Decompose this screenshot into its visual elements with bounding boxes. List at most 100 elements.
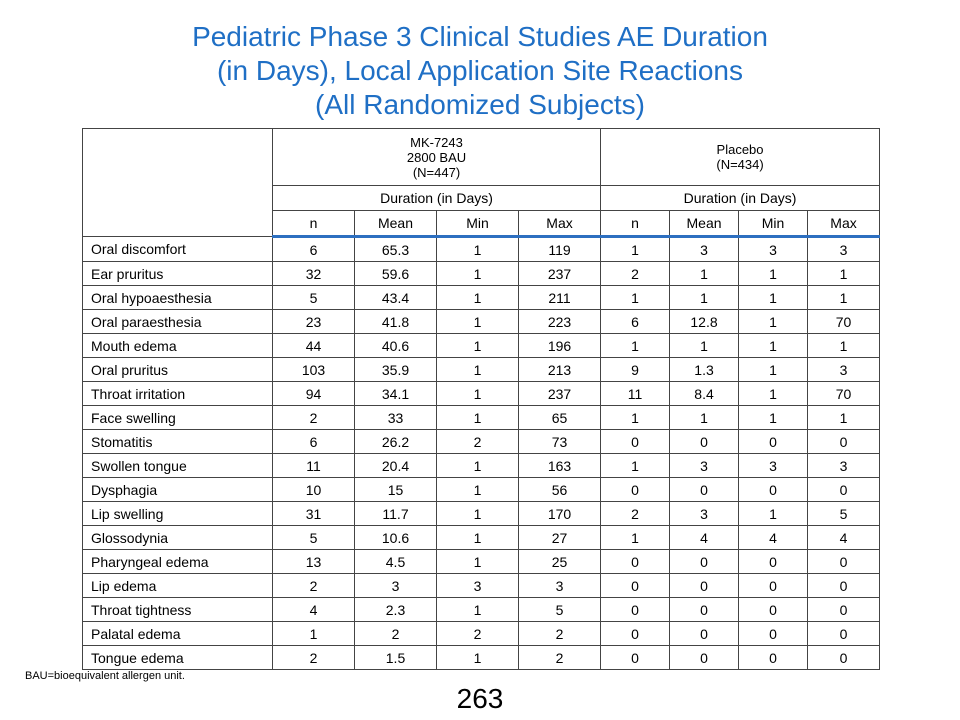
column-header: Max xyxy=(517,210,602,238)
table-cell: 1 xyxy=(669,285,740,310)
table-cell: 2 xyxy=(436,429,519,454)
table-cell: 0 xyxy=(738,429,809,454)
table-cell: 1 xyxy=(600,453,671,478)
group-header-line: (N=434) xyxy=(716,157,764,172)
table-cell: 0 xyxy=(600,549,671,574)
table-cell: 0 xyxy=(669,621,740,646)
table-cell: 119 xyxy=(517,236,602,262)
table-cell: 1 xyxy=(738,405,809,430)
table-row: Glossodynia 5 10.6 1 27 1 4 4 4 xyxy=(82,525,881,550)
table-cell: 26.2 xyxy=(354,429,437,454)
column-header: Mean xyxy=(354,210,437,238)
table-cell: 0 xyxy=(600,597,671,622)
group-header-line: (N=447) xyxy=(412,164,461,180)
table-cell: 1 xyxy=(738,357,809,382)
table-cell: 1 xyxy=(738,285,809,310)
table-cell: 1 xyxy=(436,333,519,358)
table-cell: 3 xyxy=(669,501,740,526)
table-cell: 1 xyxy=(436,501,519,526)
column-header: Max xyxy=(807,210,881,238)
column-header: Min xyxy=(436,210,519,238)
table-cell: 2 xyxy=(600,501,671,526)
table-row: Swollen tongue 11 20.4 1 163 1 3 3 3 xyxy=(82,453,881,478)
table-cell: 4.5 xyxy=(354,549,437,574)
table-cell: 1 xyxy=(738,501,809,526)
table-cell: 10.6 xyxy=(354,525,437,550)
table-cell: 4 xyxy=(807,525,881,550)
table-row: Dysphagia 10 15 1 56 0 0 0 0 xyxy=(82,477,881,502)
table-cell: 1 xyxy=(436,309,519,334)
table-cell: 237 xyxy=(517,261,602,286)
table-cell: 4 xyxy=(738,525,809,550)
table-cell: 12.8 xyxy=(669,309,740,334)
table-row: Oral paraesthesia 23 41.8 1 223 6 12.8 1 70 xyxy=(82,309,881,334)
table-cell: 9 xyxy=(600,357,671,382)
table-cell: 2 xyxy=(600,261,671,286)
table-cell: 34.1 xyxy=(354,381,437,406)
table-cell: 0 xyxy=(807,573,881,598)
table-cell: 33 xyxy=(354,405,437,430)
table-cell: 0 xyxy=(600,429,671,454)
row-label: Dysphagia xyxy=(82,477,273,502)
table-cell: 3 xyxy=(669,236,740,262)
table-cell: 65.3 xyxy=(354,236,437,262)
table-cell: 11 xyxy=(600,381,671,406)
table-cell: 0 xyxy=(807,429,881,454)
table-cell: 2 xyxy=(272,645,355,670)
table-cell: 1 xyxy=(436,597,519,622)
row-label-header xyxy=(82,128,273,237)
table-cell: 1 xyxy=(600,236,671,262)
table-cell: 1 xyxy=(738,261,809,286)
table-cell: 1 xyxy=(600,285,671,310)
table-row: Oral discomfort 6 65.3 1 119 1 3 3 3 xyxy=(82,236,881,262)
table-cell: 0 xyxy=(600,573,671,598)
table-cell: 56 xyxy=(517,477,602,502)
table-cell: 170 xyxy=(517,501,602,526)
table-cell: 103 xyxy=(272,357,355,382)
table-cell: 13 xyxy=(272,549,355,574)
table-cell: 1 xyxy=(807,261,881,286)
title-line-1: Pediatric Phase 3 Clinical Studies AE Du… xyxy=(192,21,768,52)
table-row: Throat irritation 94 34.1 1 237 11 8.4 1 70 xyxy=(82,381,881,406)
table-cell: 1 xyxy=(738,309,809,334)
footnote: BAU=bioequivalent allergen unit. xyxy=(25,670,185,682)
row-label: Tongue edema xyxy=(82,645,273,670)
table-cell: 40.6 xyxy=(354,333,437,358)
column-header: Mean xyxy=(669,210,740,238)
table-cell: 1 xyxy=(436,357,519,382)
row-label: Swollen tongue xyxy=(82,453,273,478)
table-cell: 3 xyxy=(517,573,602,598)
table-row: Tongue edema 2 1.5 1 2 0 0 0 0 xyxy=(82,645,881,670)
table-cell: 0 xyxy=(807,477,881,502)
table-cell: 5 xyxy=(807,501,881,526)
table-cell: 0 xyxy=(669,477,740,502)
table-cell: 1 xyxy=(436,261,519,286)
table-cell: 237 xyxy=(517,381,602,406)
table-cell: 0 xyxy=(738,621,809,646)
subheader-row: n Mean Min Max n Mean Min Max xyxy=(83,210,881,238)
table-cell: 2 xyxy=(517,645,602,670)
table-cell: 1 xyxy=(807,285,881,310)
table-cell: 70 xyxy=(807,381,881,406)
table-cell: 6 xyxy=(272,429,355,454)
group-header-mk7243: MK-7243 2800 BAU (N=447) xyxy=(271,128,602,186)
table-cell: 3 xyxy=(807,236,881,262)
table-cell: 11 xyxy=(272,453,355,478)
table-cell: 0 xyxy=(669,597,740,622)
table-cell: 3 xyxy=(807,453,881,478)
table-cell: 2.3 xyxy=(354,597,437,622)
table-cell: 2 xyxy=(517,621,602,646)
table-cell: 2 xyxy=(272,405,355,430)
column-header: n xyxy=(600,210,671,238)
table-cell: 1 xyxy=(436,549,519,574)
table-cell: 211 xyxy=(517,285,602,310)
table-cell: 25 xyxy=(517,549,602,574)
page-number: 263 xyxy=(456,683,504,714)
duration-header-placebo: Duration (in Days) xyxy=(600,185,881,211)
table-cell: 1 xyxy=(436,477,519,502)
table-row: Oral pruritus 103 35.9 1 213 9 1.3 1 3 xyxy=(82,357,881,382)
table-cell: 1 xyxy=(807,333,881,358)
row-label: Oral discomfort xyxy=(82,236,273,262)
column-header: Min xyxy=(738,210,809,238)
table-cell: 35.9 xyxy=(354,357,437,382)
